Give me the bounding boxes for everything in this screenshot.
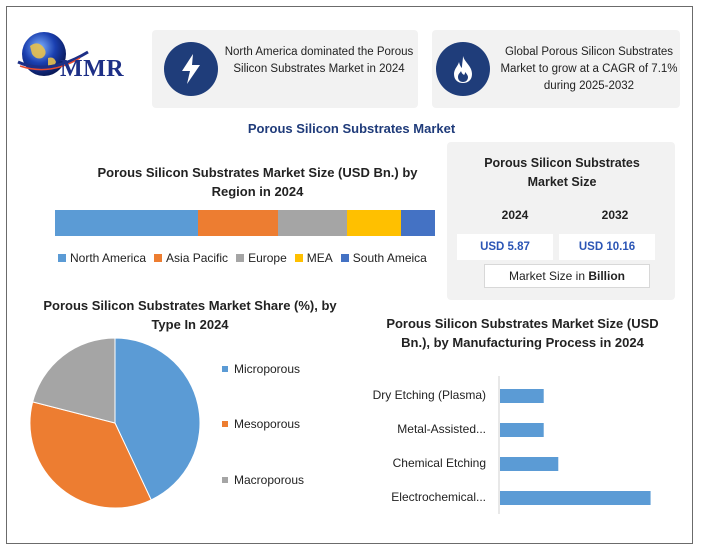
legend-item: Europe: [236, 251, 287, 265]
region-segment-europe: [278, 210, 347, 236]
process-bar: [500, 457, 559, 471]
pie-legend-item: Microporous: [222, 362, 300, 376]
legend-label: MEA: [306, 251, 333, 265]
process-bar-label: Dry Etching (Plasma): [372, 388, 486, 402]
flame-icon: [436, 42, 490, 96]
legend-swatch: [154, 254, 163, 262]
region-segment-asia-pacific: [197, 210, 279, 236]
region-segment-north-america: [55, 210, 198, 236]
process-bar-chart: [498, 376, 651, 514]
process-bar-label: Metal-Assisted...: [397, 422, 486, 436]
legend-swatch: [58, 254, 66, 262]
logo-text: MMR: [60, 56, 125, 82]
region-stacked-bar: [55, 210, 435, 236]
region-segment-south-ameica: [401, 210, 435, 236]
value-2024: USD 5.87: [457, 234, 553, 260]
legend-label: Asia Pacific: [166, 251, 229, 265]
pie-legend-swatch: [222, 421, 228, 427]
legend-swatch: [340, 254, 349, 262]
highlight-card-cagr: Global Porous Silicon Substrates Market …: [432, 30, 680, 108]
region-chart-title: Porous Silicon Substrates Market Size (U…: [97, 165, 418, 199]
pie-legend-item: Macroporous: [222, 473, 304, 487]
type-chart-title: Porous Silicon Substrates Market Share (…: [43, 298, 337, 332]
globe-icon: [17, 32, 89, 76]
lightning-icon: [164, 42, 218, 96]
highlight-card-region: North America dominated the Porous Silic…: [152, 30, 418, 108]
legend-swatch: [294, 254, 303, 262]
legend-swatch: [236, 254, 245, 262]
mmr-logo: MMR: [14, 28, 144, 84]
legend-item: South Ameica: [340, 251, 427, 265]
process-bar: [500, 491, 651, 505]
pie-legend-label: Microporous: [234, 362, 301, 376]
market-size-panel: Porous Silicon Substrates Market Size 20…: [447, 142, 675, 300]
process-chart-title: Porous Silicon Substrates Market Size (U…: [386, 316, 659, 350]
legend-label: North America: [70, 251, 147, 265]
pie-legend-label: Macroporous: [234, 473, 305, 487]
type-pie-chart: [29, 337, 201, 509]
unit-label: Market Size in Billion: [484, 264, 650, 288]
pie-legend-swatch: [222, 366, 228, 372]
process-bar-label: Electrochemical...: [391, 490, 486, 504]
region-legend: North America Asia Pacific Europe MEA South …: [58, 251, 427, 265]
value-2032: USD 10.16: [559, 234, 655, 260]
market-size-title: Porous Silicon Substrates Market Size: [484, 156, 640, 189]
unit-bold: Billion: [588, 269, 626, 283]
region-segment-mea: [346, 210, 402, 236]
card2-text: Global Porous Silicon Substrates Market …: [500, 46, 678, 92]
legend-item: North America: [58, 251, 146, 265]
legend-item: MEA: [294, 251, 333, 265]
pie-legend-swatch: [222, 477, 228, 483]
main-title: Porous Silicon Substrates Market: [247, 121, 456, 136]
legend-item: Asia Pacific: [154, 251, 228, 265]
legend-label: Europe: [248, 251, 287, 265]
pie-slice-mesoporous: [29, 401, 152, 509]
year-2032-label: 2032: [601, 208, 629, 222]
unit-prefix: Market Size in: [508, 269, 589, 283]
process-bar-label: Chemical Etching: [392, 456, 486, 470]
process-bar: [500, 389, 544, 403]
pie-slice-macroporous: [32, 337, 116, 424]
legend-label: South Ameica: [352, 251, 427, 265]
card1-text: North America dominated the Porous Silic…: [224, 46, 414, 75]
pie-legend-item: Mesoporous: [222, 417, 300, 431]
pie-legend-label: Mesoporous: [234, 417, 301, 431]
year-2024-label: 2024: [501, 208, 529, 222]
process-bar: [500, 423, 544, 437]
pie-slice-microporous: [114, 337, 201, 501]
